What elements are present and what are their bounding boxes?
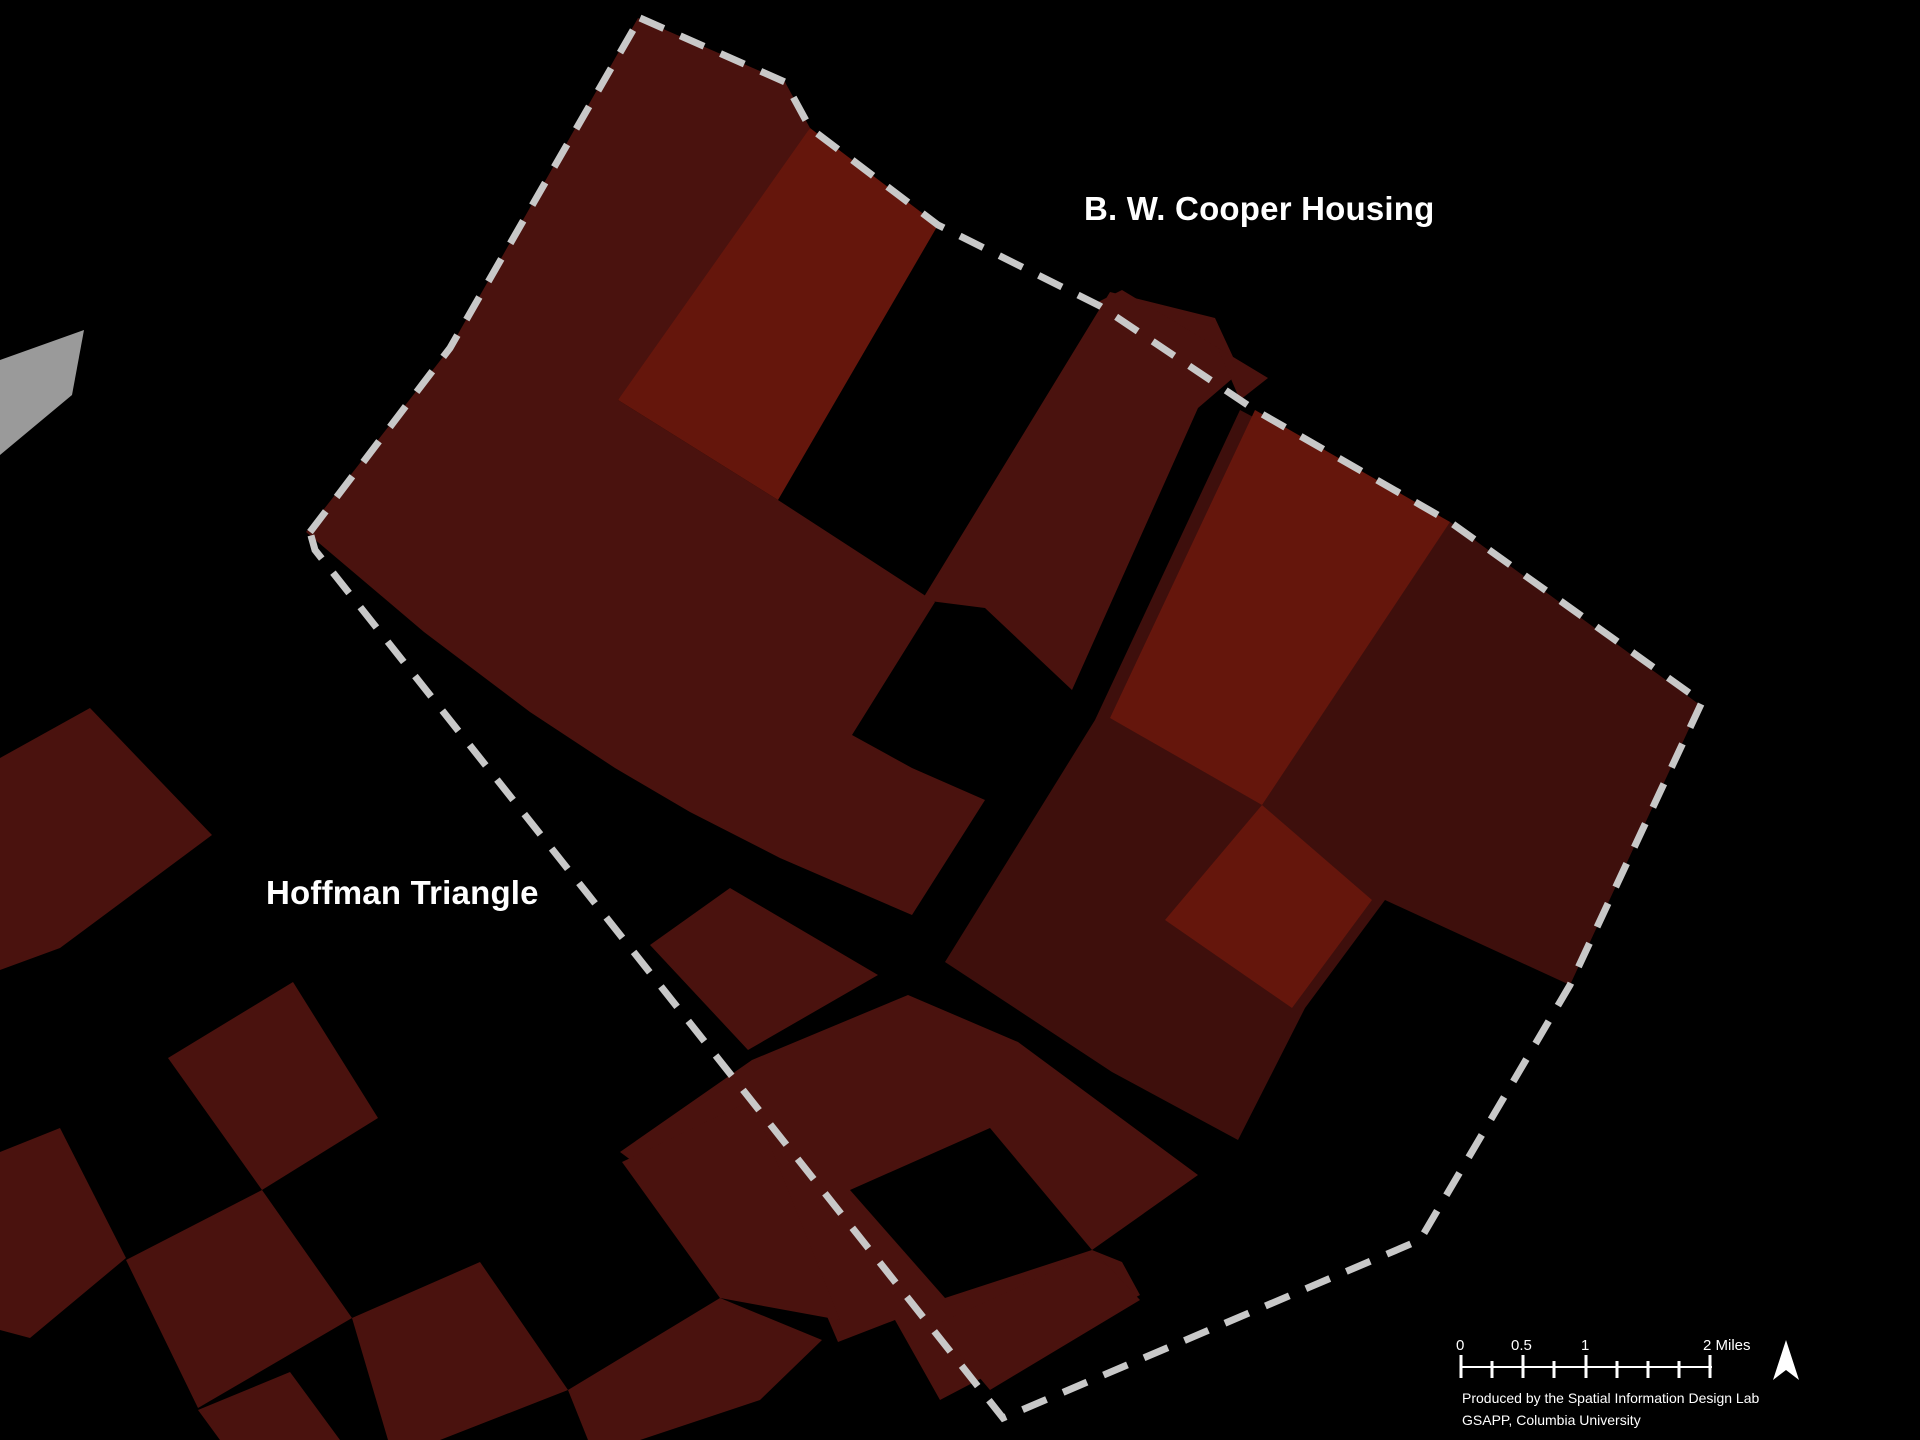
neighborhood-label-cooper: B. W. Cooper Housing <box>1084 190 1435 227</box>
neighborhood-label-hoffman: Hoffman Triangle <box>266 874 539 911</box>
map-block <box>568 1298 822 1440</box>
neighborhood-boundary-top <box>307 16 644 535</box>
census-blocks <box>0 18 1700 1440</box>
map-block <box>650 888 878 1050</box>
credit-line-1: Produced by the Spatial Information Desi… <box>1462 1390 1760 1406</box>
credit-line-2: GSAPP, Columbia University <box>1462 1412 1641 1428</box>
scale-label-0: 0 <box>1456 1337 1465 1354</box>
map-block <box>1098 290 1268 400</box>
scale-label-2-miles: 2 Miles <box>1703 1337 1751 1354</box>
map-block-gap <box>850 1128 1092 1298</box>
map-block <box>1165 805 1372 1008</box>
map-block <box>198 1372 340 1440</box>
map-block <box>618 128 938 500</box>
map-block <box>352 1262 568 1440</box>
map-block <box>168 982 378 1190</box>
map-block <box>945 410 1700 1140</box>
map-block <box>1110 410 1450 805</box>
scale-bar: 0 0.5 1 2 Miles <box>1456 1338 1756 1368</box>
map-block <box>306 18 985 915</box>
map-block <box>126 1190 352 1408</box>
map-block <box>935 1252 1140 1390</box>
scale-label-half: 0.5 <box>1511 1337 1532 1354</box>
map-block <box>0 708 212 970</box>
map-block <box>622 1100 840 1320</box>
neighborhood-boundary <box>306 14 1707 1423</box>
scale-bar-ticks <box>1459 1355 1712 1378</box>
map-block <box>0 1128 126 1338</box>
map-block <box>922 292 1240 690</box>
scale-label-1: 1 <box>1581 1337 1590 1354</box>
adjacent-area <box>0 330 84 455</box>
north-arrow-icon <box>1773 1340 1799 1380</box>
